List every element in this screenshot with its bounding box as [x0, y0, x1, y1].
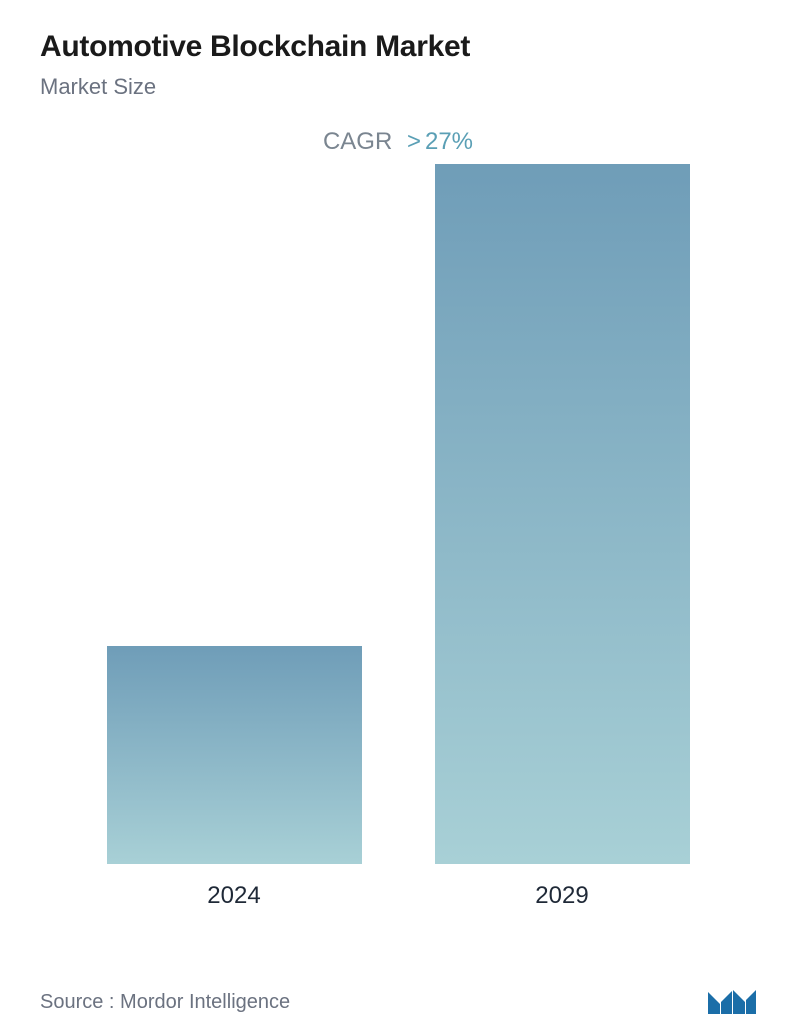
chart-container: Automotive Blockchain Market Market Size…	[0, 0, 796, 1034]
footer: Source : Mordor Intelligence	[40, 970, 756, 1014]
chart-plot-area: 2024 2029	[40, 166, 756, 970]
bar-2024	[107, 646, 362, 864]
cagr-label: CAGR	[323, 128, 392, 155]
bar-group-2029: 2029	[422, 164, 702, 910]
bar-label-2029: 2029	[535, 882, 588, 910]
chart-title: Automotive Blockchain Market	[40, 30, 756, 64]
mordor-logo-icon	[708, 980, 756, 1014]
bar-2029	[435, 164, 690, 864]
cagr-gt-symbol: >	[407, 128, 421, 155]
cagr-row: CAGR >27%	[40, 128, 756, 156]
bar-group-2024: 2024	[94, 646, 374, 910]
source-attribution: Source : Mordor Intelligence	[40, 991, 290, 1014]
bar-label-2024: 2024	[207, 882, 260, 910]
cagr-value: 27%	[425, 128, 473, 155]
bars-group: 2024 2029	[40, 166, 756, 910]
chart-subtitle: Market Size	[40, 74, 756, 100]
